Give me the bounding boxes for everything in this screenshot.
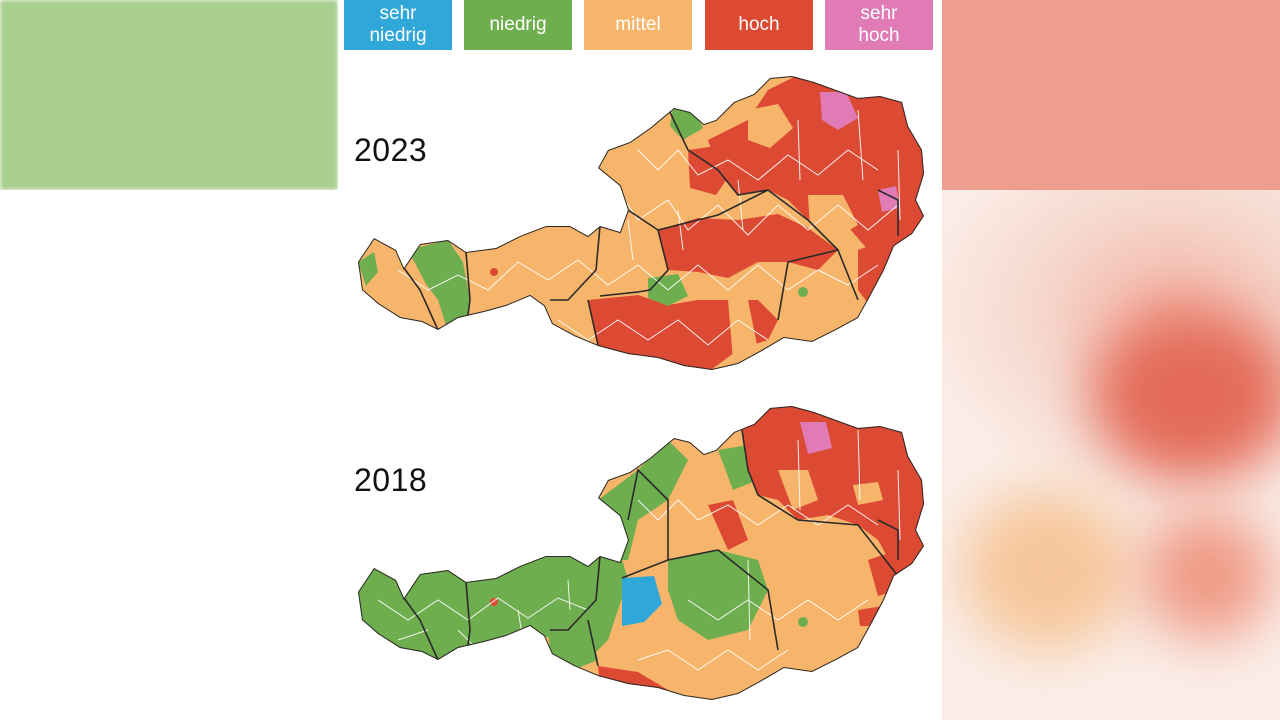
backdrop-right-top bbox=[942, 0, 1280, 190]
region-niedrig-west bbox=[358, 252, 378, 286]
legend-label: hoch bbox=[738, 14, 780, 35]
backdrop-right-bottom bbox=[942, 190, 1280, 720]
region-niedrig-dot bbox=[798, 287, 808, 297]
region-hoch-center bbox=[658, 214, 838, 278]
year-label-2018: 2018 bbox=[354, 462, 428, 498]
region-hoch-dot bbox=[490, 268, 498, 276]
year-label-2023: 2023 bbox=[354, 132, 428, 168]
legend-item-mittel: mittel bbox=[584, 0, 692, 50]
region-mittel-pocket bbox=[778, 470, 818, 510]
legend-label: mittel bbox=[615, 14, 661, 35]
region-niedrig-center bbox=[668, 550, 768, 640]
region-niedrig-west bbox=[408, 240, 470, 332]
map-2018 bbox=[358, 406, 924, 700]
backdrop-left-top bbox=[0, 0, 338, 190]
region-mittel-pocket bbox=[728, 300, 758, 360]
region-mittel-pocket bbox=[853, 482, 883, 505]
region-niedrig-dot bbox=[798, 617, 808, 627]
legend-label: sehr hoch bbox=[858, 3, 900, 46]
region-sehr-hoch bbox=[820, 92, 858, 130]
map-2023 bbox=[358, 76, 924, 370]
legend-label: niedrig bbox=[489, 14, 547, 35]
region-sehr-niedrig bbox=[622, 576, 662, 626]
map-panel: sehr niedrig niedrig mittel hoch sehr ho… bbox=[338, 0, 942, 720]
legend-item-hoch: hoch bbox=[705, 0, 813, 50]
choropleth-maps bbox=[358, 76, 924, 700]
legend-item-sehr-niedrig: sehr niedrig bbox=[344, 0, 452, 50]
region-sehr-hoch bbox=[800, 422, 832, 454]
region-hoch bbox=[708, 500, 748, 550]
region-mittel-pocket bbox=[808, 195, 858, 240]
legend-label: sehr niedrig bbox=[369, 3, 427, 46]
legend-item-sehr-hoch: sehr hoch bbox=[825, 0, 933, 50]
legend-item-niedrig: niedrig bbox=[464, 0, 572, 50]
region-hoch-northeast bbox=[742, 406, 924, 576]
backdrop-left-bottom bbox=[0, 190, 338, 720]
region-mittel-pocket bbox=[748, 104, 793, 148]
